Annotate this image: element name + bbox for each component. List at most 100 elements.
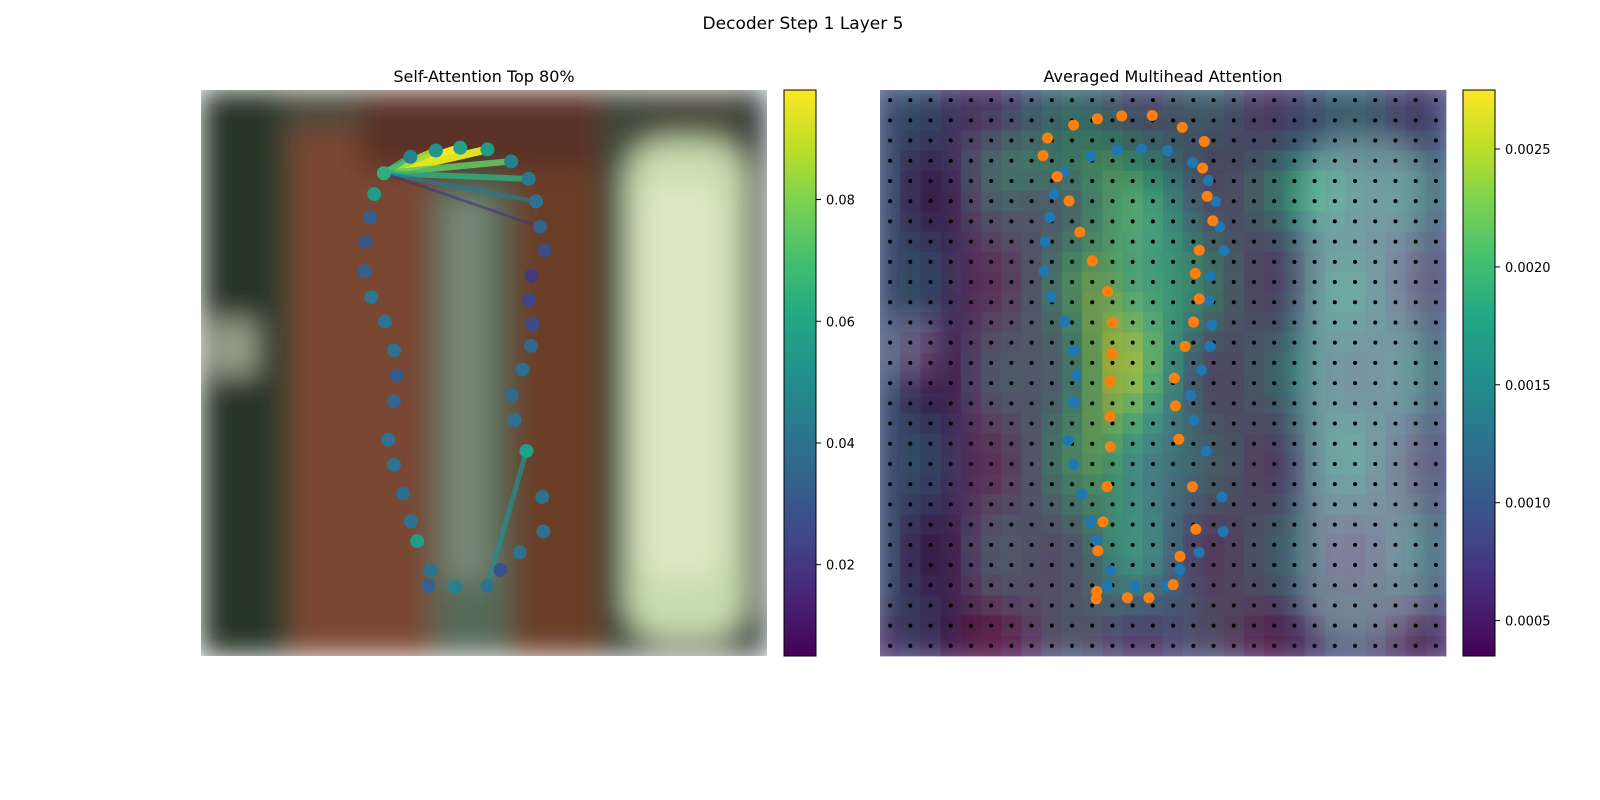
grid-dot xyxy=(888,441,893,446)
self-attention-panel: Self-Attention Top 80% xyxy=(201,67,767,656)
polygon-point xyxy=(363,210,378,225)
grid-dot xyxy=(1191,178,1196,183)
grid-dot xyxy=(1110,623,1115,628)
grid-dot xyxy=(1231,158,1236,163)
grid-dot xyxy=(1332,138,1337,143)
grid-dot xyxy=(1312,178,1317,183)
grid-dot xyxy=(908,563,913,568)
grid-dot xyxy=(1373,461,1378,466)
grid-dot xyxy=(1413,623,1418,628)
grid-dot xyxy=(1393,98,1398,103)
grid-dot xyxy=(968,522,973,527)
grid-dot xyxy=(1150,502,1155,507)
grid-dot xyxy=(1231,502,1236,507)
series-orange-point xyxy=(1097,516,1109,528)
grid-dot xyxy=(1130,563,1135,568)
grid-dot xyxy=(1251,542,1256,547)
polygon-point xyxy=(423,563,438,578)
grid-dot xyxy=(1312,280,1317,285)
grid-dot xyxy=(1130,138,1135,143)
multihead-attention-title: Averaged Multihead Attention xyxy=(1044,67,1283,86)
grid-dot xyxy=(1130,219,1135,224)
grid-dot xyxy=(1292,583,1297,588)
grid-dot xyxy=(928,340,933,345)
grid-dot xyxy=(1009,280,1014,285)
grid-dot xyxy=(908,219,913,224)
grid-dot xyxy=(989,381,994,386)
grid-dot xyxy=(948,259,953,264)
grid-dot xyxy=(1009,401,1014,406)
series-orange-point xyxy=(1037,150,1049,162)
grid-dot xyxy=(1251,360,1256,365)
grid-dot xyxy=(1231,340,1236,345)
grid-dot xyxy=(968,118,973,123)
grid-dot xyxy=(1049,542,1054,547)
grid-dot xyxy=(1312,300,1317,305)
grid-dot xyxy=(1049,158,1054,163)
grid-dot xyxy=(888,138,893,143)
grid-dot xyxy=(1110,199,1115,204)
grid-dot xyxy=(1393,178,1398,183)
grid-dot xyxy=(1090,623,1095,628)
grid-dot xyxy=(1373,603,1378,608)
polygon-point xyxy=(428,143,443,158)
grid-dot xyxy=(1150,401,1155,406)
grid-dot xyxy=(1292,300,1297,305)
grid-dot xyxy=(1029,300,1034,305)
series-orange-point xyxy=(1176,121,1188,133)
grid-dot xyxy=(1373,340,1378,345)
attention-link xyxy=(382,171,542,229)
grid-dot xyxy=(1312,98,1317,103)
grid-dot xyxy=(948,300,953,305)
grid-dot xyxy=(1433,340,1438,345)
grid-dot xyxy=(1029,643,1034,648)
grid-dot xyxy=(1130,280,1135,285)
grid-dot xyxy=(1251,482,1256,487)
grid-dot xyxy=(1009,98,1014,103)
grid-dot xyxy=(989,320,994,325)
grid-dot xyxy=(908,158,913,163)
grid-dot xyxy=(1150,583,1155,588)
grid-dot xyxy=(1413,280,1418,285)
series-blue-point xyxy=(1186,156,1198,168)
grid-dot xyxy=(1251,583,1256,588)
grid-dot xyxy=(1433,401,1438,406)
series-blue-point xyxy=(1111,144,1123,156)
polygon-point xyxy=(364,290,379,305)
grid-dot xyxy=(1393,118,1398,123)
grid-dot xyxy=(1272,219,1277,224)
grid-dot xyxy=(1049,522,1054,527)
series-blue-point xyxy=(1205,270,1217,282)
series-blue-point xyxy=(1174,564,1186,576)
grid-dot xyxy=(1272,583,1277,588)
grid-dot xyxy=(1332,563,1337,568)
grid-dot xyxy=(1251,441,1256,446)
series-orange-point xyxy=(1190,523,1202,535)
polygon-point xyxy=(448,579,463,594)
grid-dot xyxy=(1433,219,1438,224)
grid-dot xyxy=(1433,603,1438,608)
grid-dot xyxy=(1231,381,1236,386)
series-blue-point xyxy=(1085,150,1097,162)
grid-dot xyxy=(1433,643,1438,648)
series-blue-point xyxy=(1202,175,1214,187)
grid-dot xyxy=(989,461,994,466)
grid-dot xyxy=(968,421,973,426)
grid-dot xyxy=(1009,502,1014,507)
grid-dot xyxy=(1130,401,1135,406)
grid-dot xyxy=(1029,502,1034,507)
grid-dot xyxy=(1231,563,1236,568)
grid-dot xyxy=(1130,259,1135,264)
grid-dot xyxy=(1433,138,1438,143)
grid-dot xyxy=(928,300,933,305)
grid-dot xyxy=(1413,401,1418,406)
grid-dot xyxy=(1130,360,1135,365)
polygon-point xyxy=(535,489,550,504)
grid-dot xyxy=(1171,522,1176,527)
grid-dot xyxy=(888,320,893,325)
grid-dot xyxy=(1150,340,1155,345)
grid-dot xyxy=(1332,401,1337,406)
grid-dot xyxy=(1393,542,1398,547)
grid-dot xyxy=(1312,421,1317,426)
grid-dot xyxy=(1433,280,1438,285)
